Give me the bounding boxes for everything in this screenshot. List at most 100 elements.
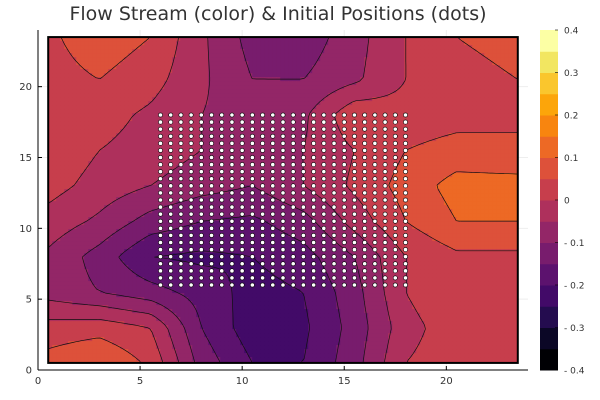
contour-fill-cell [120,121,125,126]
contour-fill-cell [448,77,453,82]
contour-fill-cell [320,153,325,158]
contour-fill-cell [252,69,257,74]
contour-fill-cell [100,77,105,82]
contour-fill-cell [376,193,381,198]
contour-fill-cell [60,193,65,198]
contour-fill-cell [148,157,153,162]
contour-fill-cell [444,117,449,122]
contour-fill-cell [240,181,245,186]
contour-fill-cell [144,149,149,154]
contour-fill-cell [144,41,149,46]
contour-fill-cell [344,49,349,54]
contour-fill-cell [332,201,337,206]
contour-fill-cell [464,41,469,46]
contour-fill-cell [184,37,189,42]
contour-fill-cell [328,85,333,90]
contour-fill-cell [356,77,361,82]
contour-fill-cell [408,145,413,150]
contour-fill-cell [504,85,509,90]
contour-fill-cell [156,93,161,98]
contour-fill-cell [132,105,137,110]
contour-fill-cell [172,73,177,78]
contour-fill-cell [240,85,245,90]
contour-fill-cell [304,97,309,102]
contour-fill-cell [144,153,149,158]
contour-fill-cell [100,121,105,126]
contour-fill-cell [312,89,317,94]
contour-fill-cell [292,53,297,58]
contour-fill-cell [252,161,257,166]
contour-fill-cell [296,45,301,50]
contour-fill-cell [352,201,357,206]
contour-fill-cell [224,145,229,150]
contour-fill-cell [156,69,161,74]
contour-fill-cell [88,181,93,186]
contour-fill-cell [424,105,429,110]
contour-fill-cell [288,81,293,86]
contour-fill-cell [96,57,101,62]
contour-fill-cell [408,177,413,182]
contour-fill-cell [360,77,365,82]
contour-fill-cell [440,173,445,178]
contour-fill-cell [316,173,321,178]
contour-fill-cell [140,161,145,166]
contour-fill-cell [84,153,89,158]
contour-fill-cell [488,53,493,58]
contour-fill-cell [128,177,133,182]
contour-fill-cell [336,173,341,178]
contour-fill-cell [396,149,401,154]
contour-fill-cell [272,49,277,54]
contour-fill-cell [384,81,389,86]
contour-fill-cell [388,61,393,66]
contour-fill-cell [312,137,317,142]
contour-fill-cell [492,101,497,106]
contour-fill-cell [172,149,177,154]
contour-fill-cell [324,129,329,134]
contour-fill-cell [68,65,73,70]
contour-fill-cell [500,165,505,170]
contour-fill-cell [104,85,109,90]
contour-fill-cell [228,129,233,134]
contour-fill-cell [428,117,433,122]
contour-fill-cell [168,49,173,54]
contour-fill-cell [60,153,65,158]
contour-fill-cell [232,169,237,174]
contour-fill-cell [352,105,357,110]
contour-fill-cell [168,109,173,114]
contour-fill-cell [164,69,169,74]
contour-fill-cell [456,133,461,138]
contour-fill-cell [260,101,265,106]
contour-fill-cell [476,189,481,194]
contour-fill-cell [468,41,473,46]
contour-fill-cell [208,61,213,66]
contour-fill-cell [68,57,73,62]
contour-fill-cell [312,61,317,66]
contour-fill-cell [56,77,61,82]
contour-fill-cell [160,73,165,78]
contour-fill-cell [500,185,505,190]
contour-fill-cell [248,157,253,162]
contour-fill-cell [452,149,457,154]
contour-fill-cell [140,93,145,98]
contour-fill-cell [336,169,341,174]
contour-fill-cell [228,173,233,178]
contour-fill-cell [152,185,157,190]
contour-fill-cell [160,125,165,130]
contour-fill-cell [336,73,341,78]
contour-fill-cell [104,89,109,94]
contour-fill-cell [480,133,485,138]
contour-fill-cell [396,105,401,110]
contour-fill-cell [248,105,253,110]
contour-fill-cell [400,41,405,46]
contour-fill-cell [48,69,53,74]
contour-fill-cell [460,137,465,142]
contour-fill-cell [276,141,281,146]
contour-fill-cell [124,153,129,158]
contour-fill-cell [328,57,333,62]
contour-fill-cell [464,149,469,154]
contour-fill-cell [200,93,205,98]
contour-fill-cell [228,37,233,42]
contour-fill-cell [60,77,65,82]
contour-fill-cell [504,101,509,106]
contour-fill-cell [68,189,73,194]
